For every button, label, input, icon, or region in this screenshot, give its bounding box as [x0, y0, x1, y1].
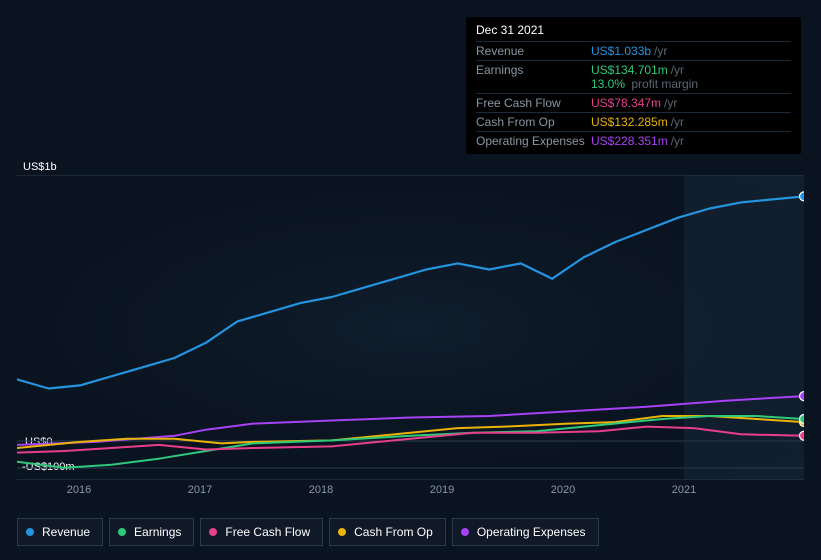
x-axis-label: 2021 — [672, 484, 696, 496]
x-axis-label: 2016 — [67, 484, 91, 496]
tooltip-label: Cash From Op — [476, 115, 591, 129]
x-axis-label: 2018 — [309, 484, 333, 496]
legend-label: Operating Expenses — [477, 525, 586, 539]
line-chart[interactable] — [17, 175, 804, 480]
legend-item[interactable]: Free Cash Flow — [200, 518, 323, 546]
x-axis-label: 2020 — [551, 484, 575, 496]
tooltip-row: Operating ExpensesUS$228.351m/yr — [476, 131, 791, 150]
legend-item[interactable]: Operating Expenses — [452, 518, 599, 546]
tooltip-unit: /yr — [664, 96, 677, 110]
tooltip-label: Free Cash Flow — [476, 96, 591, 110]
legend-dot — [118, 528, 126, 536]
tooltip-unit: /yr — [654, 44, 667, 58]
legend-item[interactable]: Cash From Op — [329, 518, 446, 546]
tooltip-unit: /yr — [671, 134, 684, 148]
tooltip-value: US$228.351m — [591, 134, 668, 148]
tooltip-unit: /yr — [671, 63, 684, 77]
legend-label: Free Cash Flow — [225, 525, 310, 539]
legend-label: Earnings — [134, 525, 181, 539]
legend-item[interactable]: Earnings — [109, 518, 194, 546]
tooltip-row: Free Cash FlowUS$78.347m/yr — [476, 93, 791, 112]
tooltip-extra-label: profit margin — [628, 77, 698, 91]
tooltip-label: Earnings — [476, 63, 591, 91]
legend: Revenue Earnings Free Cash Flow Cash From O… — [17, 518, 599, 546]
tooltip-row: Cash From OpUS$132.285m/yr — [476, 112, 791, 131]
legend-dot — [338, 528, 346, 536]
tooltip-label: Revenue — [476, 44, 591, 58]
legend-dot — [26, 528, 34, 536]
tooltip-value: US$78.347m — [591, 96, 661, 110]
x-axis-label: 2017 — [188, 484, 212, 496]
tooltip-date: Dec 31 2021 — [476, 23, 791, 41]
tooltip-extra-value: 13.0% — [591, 77, 625, 91]
tooltip-label: Operating Expenses — [476, 134, 591, 148]
legend-label: Revenue — [42, 525, 90, 539]
tooltip-row: EarningsUS$134.701m/yr 13.0% profit margi… — [476, 60, 791, 93]
legend-item[interactable]: Revenue — [17, 518, 103, 546]
tooltip-value: US$132.285m — [591, 115, 668, 129]
chart-tooltip: Dec 31 2021 RevenueUS$1.033b/yrEarningsU… — [466, 17, 801, 154]
legend-dot — [461, 528, 469, 536]
tooltip-value: US$134.701m — [591, 63, 668, 77]
legend-label: Cash From Op — [354, 525, 433, 539]
tooltip-row: RevenueUS$1.033b/yr — [476, 41, 791, 60]
x-axis: 2016 2017 2018 2019 2020 2021 — [17, 482, 804, 502]
y-axis-label: US$1b — [23, 161, 57, 173]
tooltip-unit: /yr — [671, 115, 684, 129]
tooltip-value: US$1.033b — [591, 44, 651, 58]
legend-dot — [209, 528, 217, 536]
x-axis-label: 2019 — [430, 484, 454, 496]
